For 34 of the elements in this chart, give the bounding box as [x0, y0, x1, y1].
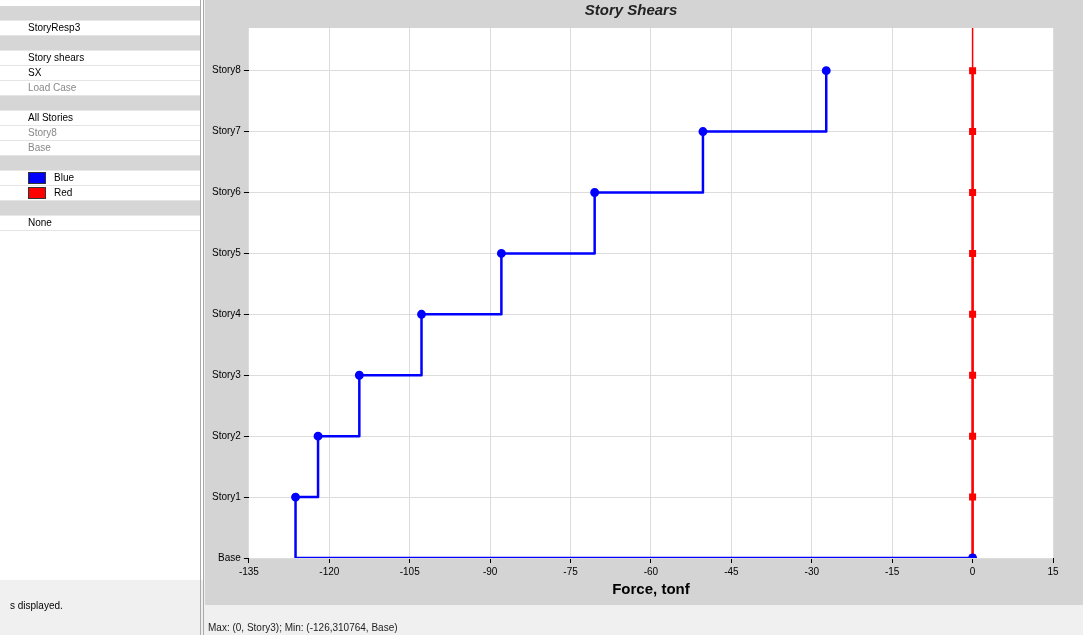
y-tick-label: Story4	[212, 308, 242, 320]
x-tick-label: -105	[399, 565, 421, 577]
chart-title: Story Shears	[584, 1, 678, 19]
text: Story8	[0, 126, 200, 141]
text: Base	[0, 141, 200, 156]
text: SX	[0, 66, 200, 81]
legend-label: Blue	[54, 171, 75, 185]
y-tick-label: Story6	[212, 186, 242, 198]
text: None	[0, 216, 200, 231]
x-tick-label: -120	[319, 565, 340, 577]
text: All Stories	[0, 111, 200, 126]
legend-label: Red	[54, 186, 73, 200]
text: Load Case	[0, 81, 200, 96]
x-tick-label: -45	[724, 565, 740, 577]
text: StoryResp3	[0, 21, 200, 36]
y-tick-label: Story5	[212, 247, 242, 259]
x-tick-label: -75	[563, 565, 579, 577]
y-tick-label: Story8	[212, 64, 242, 76]
x-axis-title: Force, tonf	[612, 580, 691, 598]
x-tick-label: -60	[643, 565, 659, 577]
y-tick-label: Story7	[212, 125, 242, 137]
x-tick-label: -135	[238, 565, 260, 577]
y-tick-label: Story3	[212, 368, 242, 380]
text: Story shears	[0, 51, 200, 66]
x-tick-label: -90	[482, 565, 498, 577]
y-tick-label: Base	[218, 551, 242, 563]
y-tick-label: Story2	[212, 429, 242, 441]
y-tick-label: Story1	[212, 490, 242, 502]
text: s displayed.	[10, 600, 63, 611]
x-tick-label: 0	[969, 565, 976, 577]
x-tick-label: 15	[1047, 565, 1059, 577]
text: Max: (0, Story3); Min: (-126,310764, Base)	[208, 622, 398, 633]
x-tick-label: -30	[804, 565, 820, 577]
x-tick-label: -15	[884, 565, 900, 577]
